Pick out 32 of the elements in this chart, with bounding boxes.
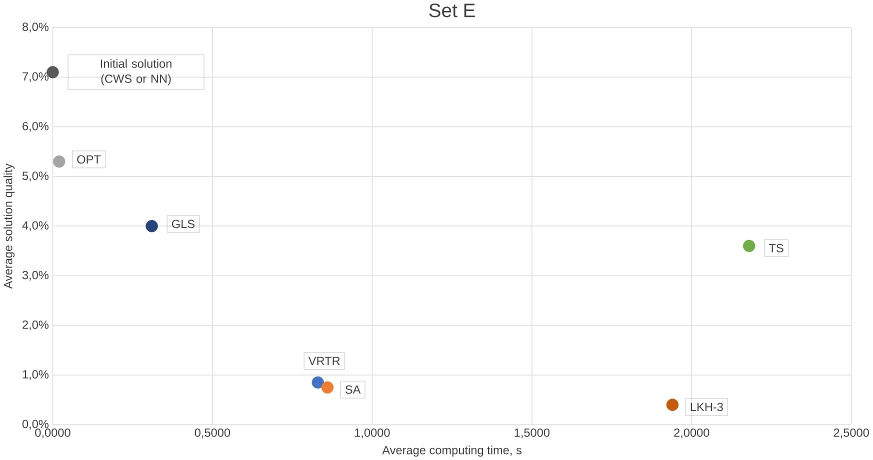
x-axis-title: Average computing time, s [382, 446, 522, 457]
y-tick-label: 4,0% [22, 221, 49, 231]
text: Initial solution (CWS or NN) [100, 59, 172, 86]
x-tick-label: 2,0000 [674, 428, 710, 438]
series-label: OPT [77, 155, 101, 164]
series-label: GLS [172, 220, 195, 228]
x-tick-label: 1,5000 [514, 428, 550, 438]
y-tick-label: 1,0% [22, 370, 49, 380]
point [146, 220, 158, 232]
y-tick-label: 6,0% [22, 122, 49, 132]
series-label: TS [769, 244, 784, 252]
y-axis-title: Average solution quality [4, 163, 15, 289]
series-label: SA [345, 385, 361, 394]
point [742, 240, 756, 252]
y-tick-label: 7,0% [22, 72, 49, 82]
point [46, 66, 59, 78]
y-tick-label: 8,0% [22, 22, 49, 32]
x-tick-label: 0,0000 [35, 428, 70, 438]
y-tick-label: 5,0% [22, 171, 49, 182]
point [312, 376, 324, 388]
y-tick-label: 3,0% [22, 270, 49, 281]
point [666, 398, 679, 411]
chart-title: Set E [429, 3, 475, 18]
y-tick-label: 0,0% [22, 420, 49, 430]
series-label: VRTR [308, 356, 340, 365]
x-tick-label: 0,5000 [194, 428, 230, 438]
x-tick-label: 2,5000 [834, 428, 869, 438]
point [53, 155, 66, 168]
x-tick-label: 1,0000 [354, 428, 390, 438]
y-tick-label: 2,0% [22, 320, 49, 330]
point [321, 381, 334, 394]
series-label: LKH-3 [690, 402, 723, 412]
